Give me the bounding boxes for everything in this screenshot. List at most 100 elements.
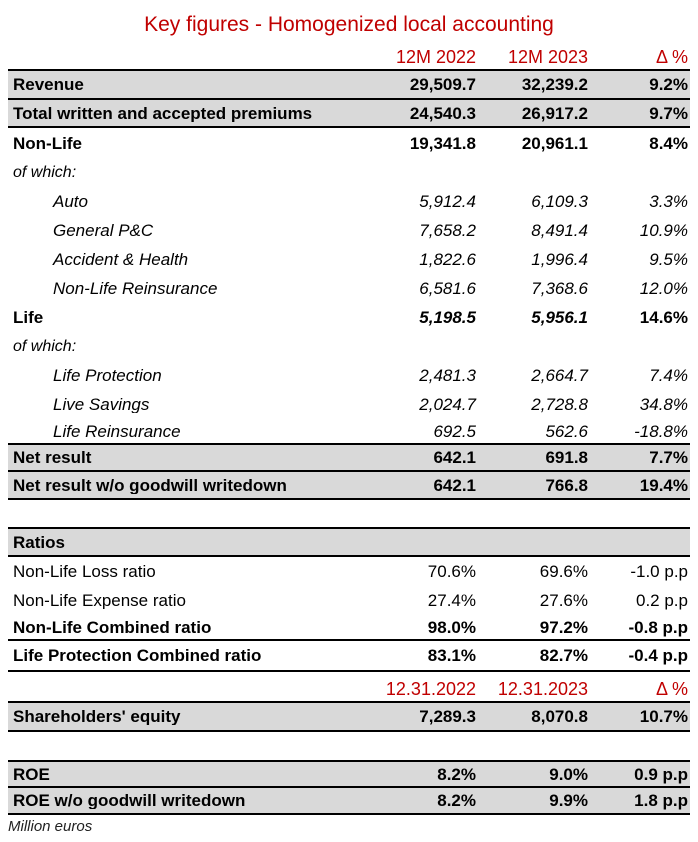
value-delta: 7.7% xyxy=(649,448,688,467)
row-label: of which: xyxy=(13,164,77,181)
row-non-life-reinsurance: Non-Life Reinsurance 6,581.6 7,368.6 12.… xyxy=(8,274,690,302)
value-delta: 1.8 p.p xyxy=(634,791,688,810)
value-2022: 29,509.7 xyxy=(409,75,476,94)
value-2022: 8.2% xyxy=(437,764,476,784)
value-delta: 19.4% xyxy=(639,475,688,495)
value-2022: 24,540.3 xyxy=(409,103,476,123)
value-2023: 2,728.8 xyxy=(531,395,588,414)
value-2023: 766.8 xyxy=(545,475,588,495)
value-2023: 1,996.4 xyxy=(531,250,588,269)
page-title: Key figures - Homogenized local accounti… xyxy=(144,13,554,36)
value-2023: 562.6 xyxy=(545,421,588,441)
value-delta: 0.2 p.p xyxy=(636,591,688,610)
value-delta: 8.4% xyxy=(649,133,688,153)
value-2022: 5,912.4 xyxy=(419,192,476,211)
value-delta: -0.8 p.p xyxy=(628,617,688,637)
value-2022: 2,024.7 xyxy=(419,395,476,414)
row-net-result: Net result 642.1 691.8 7.7% xyxy=(8,443,690,472)
col-header-delta: Δ % xyxy=(655,679,688,699)
value-2023: 7,368.6 xyxy=(531,278,588,298)
row-label: of which: xyxy=(13,338,77,355)
row-label: General P&C xyxy=(53,222,154,239)
row-non-life-loss-ratio: Non-Life Loss ratio 70.6% 69.6% -1.0 p.p xyxy=(8,557,690,586)
row-roe-wo-goodwill: ROE w/o goodwill writedown 8.2% 9.9% 1.8… xyxy=(8,788,690,815)
section-gap xyxy=(8,732,690,760)
value-2022: 642.1 xyxy=(433,475,476,495)
value-2023: 32,239.2 xyxy=(521,75,588,94)
row-label: Live Savings xyxy=(53,396,150,413)
value-2022: 8.2% xyxy=(437,791,476,810)
row-label: Auto xyxy=(53,193,88,210)
col-header-12m-2023: 12M 2023 xyxy=(507,47,588,67)
row-label: Non-Life Expense ratio xyxy=(13,592,186,609)
value-delta: -0.4 p.p xyxy=(628,646,688,665)
value-2023: 82.7% xyxy=(539,646,588,665)
value-delta: 12.0% xyxy=(639,278,688,298)
row-revenue: Revenue 29,509.7 32,239.2 9.2% xyxy=(8,71,690,100)
row-of-which-nonlife: of which: xyxy=(8,158,690,187)
row-label: Life Reinsurance xyxy=(53,422,181,440)
row-life-reinsurance: Life Reinsurance 692.5 562.6 -18.8% xyxy=(8,419,690,443)
row-label: Life xyxy=(13,308,44,326)
value-2023: 69.6% xyxy=(539,562,588,581)
value-2023: 9.9% xyxy=(549,791,588,810)
value-delta: 9.2% xyxy=(649,75,688,94)
row-total-premiums: Total written and accepted premiums 24,5… xyxy=(8,100,690,128)
row-label: Shareholders' equity xyxy=(13,708,181,725)
row-auto: Auto 5,912.4 6,109.3 3.3% xyxy=(8,187,690,216)
ratios-section-header: Ratios xyxy=(8,527,690,557)
section-label: Ratios xyxy=(13,533,65,551)
row-life-protection-combined-ratio: Life Protection Combined ratio 83.1% 82.… xyxy=(8,641,690,672)
value-2023: 26,917.2 xyxy=(521,103,588,123)
row-label: Life Protection xyxy=(53,367,162,384)
value-delta: 9.7% xyxy=(649,103,688,123)
value-2023: 9.0% xyxy=(549,764,588,784)
value-2023: 6,109.3 xyxy=(531,192,588,211)
row-net-result-wo-goodwill: Net result w/o goodwill writedown 642.1 … xyxy=(8,472,690,500)
row-general-pc: General P&C 7,658.2 8,491.4 10.9% xyxy=(8,216,690,245)
row-non-life: Non-Life 19,341.8 20,961.1 8.4% xyxy=(8,128,690,158)
value-2022: 692.5 xyxy=(433,421,476,441)
value-2023: 5,956.1 xyxy=(531,307,588,327)
row-label: Life Protection Combined ratio xyxy=(13,647,262,664)
value-2023: 97.2% xyxy=(539,617,588,637)
row-live-savings: Live Savings 2,024.7 2,728.8 34.8% xyxy=(8,390,690,419)
row-label: Non-Life Reinsurance xyxy=(53,279,218,297)
row-life: Life 5,198.5 5,956.1 14.6% xyxy=(8,302,690,332)
section-gap xyxy=(8,500,690,527)
value-2023: 2,664.7 xyxy=(531,366,588,385)
value-2022: 6,581.6 xyxy=(419,278,476,298)
value-delta: 9.5% xyxy=(649,250,688,269)
row-label: Revenue xyxy=(13,76,84,93)
value-2022: 7,658.2 xyxy=(419,221,476,240)
row-label: Non-Life xyxy=(13,134,82,152)
row-roe: ROE 8.2% 9.0% 0.9 p.p xyxy=(8,760,690,788)
row-non-life-expense-ratio: Non-Life Expense ratio 27.4% 27.6% 0.2 p… xyxy=(8,586,690,615)
row-label: Total written and accepted premiums xyxy=(13,104,313,122)
value-2023: 27.6% xyxy=(539,591,588,610)
row-life-protection: Life Protection 2,481.3 2,664.7 7.4% xyxy=(8,361,690,390)
col-header-12-31-2023: 12.31.2023 xyxy=(497,679,588,699)
row-label: Non-Life Combined ratio xyxy=(13,618,212,636)
row-accident-health: Accident & Health 1,822.6 1,996.4 9.5% xyxy=(8,245,690,274)
row-label: Accident & Health xyxy=(53,251,189,268)
value-delta: 0.9 p.p xyxy=(634,764,688,784)
value-2022: 642.1 xyxy=(433,448,476,467)
value-2022: 1,822.6 xyxy=(419,250,476,269)
key-figures-table: 12M 2022 12M 2023 Δ % Revenue 29,509.7 3… xyxy=(8,44,690,815)
date-header-row: 12.31.2022 12.31.2023 Δ % xyxy=(8,672,690,703)
row-label: ROE xyxy=(13,765,50,783)
value-2022: 7,289.3 xyxy=(419,707,476,726)
value-2022: 70.6% xyxy=(427,562,476,581)
row-of-which-life: of which: xyxy=(8,332,690,361)
value-delta: -1.0 p.p xyxy=(630,562,688,581)
row-shareholders-equity: Shareholders' equity 7,289.3 8,070.8 10.… xyxy=(8,703,690,732)
value-2022: 19,341.8 xyxy=(409,133,476,153)
value-2022: 2,481.3 xyxy=(419,366,476,385)
row-label: Net result xyxy=(13,449,92,466)
value-2023: 691.8 xyxy=(545,448,588,467)
value-2022: 5,198.5 xyxy=(419,307,476,327)
row-non-life-combined-ratio: Non-Life Combined ratio 98.0% 97.2% -0.8… xyxy=(8,615,690,641)
col-header-delta: Δ % xyxy=(655,47,688,67)
